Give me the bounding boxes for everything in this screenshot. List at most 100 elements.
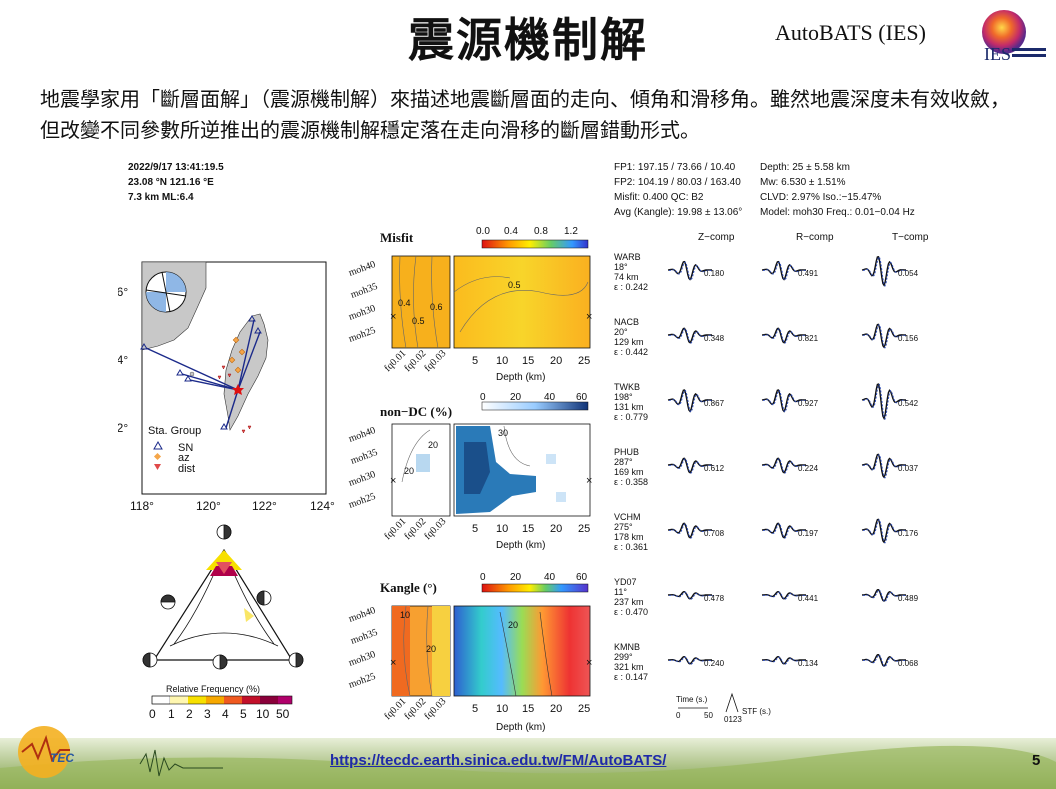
svg-text:5: 5 — [240, 707, 247, 720]
station-az: 18° — [614, 262, 628, 272]
station-e: ε : 0.147 — [614, 672, 648, 682]
svg-text:moh40: moh40 — [347, 425, 377, 445]
station-name: WARB — [614, 252, 641, 262]
station-az: 198° — [614, 392, 633, 402]
synthetic-waveform — [862, 383, 907, 421]
svg-text:×: × — [586, 311, 592, 323]
svg-text:0.0: 0.0 — [476, 226, 490, 237]
svg-text:Depth (km): Depth (km) — [496, 722, 545, 733]
svg-text:fq0.03: fq0.03 — [422, 696, 448, 722]
depth-ticks: 5 10 15 20 25 5 10 15 20 25 5 10 15 20 2… — [472, 355, 590, 715]
synthetic-waveform — [668, 656, 713, 665]
synthetic-waveform — [668, 523, 713, 539]
svg-text:fq0.01: fq0.01 — [382, 696, 408, 722]
svg-text:2: 2 — [186, 707, 193, 720]
page-number: 5 — [1032, 752, 1041, 769]
colorbar-title: Relative Frequency (%) — [166, 684, 260, 694]
svg-text:120°: 120° — [196, 499, 221, 513]
svg-text:moh35: moh35 — [349, 447, 379, 467]
observed-waveform — [667, 522, 712, 539]
svg-text:10: 10 — [496, 523, 508, 535]
variance-reduction: 0.176 — [898, 529, 919, 538]
svg-text:SN: SN — [178, 442, 193, 454]
station-e: ε : 0.242 — [614, 282, 648, 292]
svg-text:122°: 122° — [252, 499, 277, 513]
station-az: 287° — [614, 457, 633, 467]
observed-waveform — [667, 655, 712, 665]
variance-reduction: 0.224 — [798, 464, 819, 473]
svg-text:40: 40 — [544, 572, 556, 583]
svg-text:15: 15 — [522, 523, 534, 535]
station-name: TWKB — [614, 382, 640, 392]
svg-text:moh25: moh25 — [347, 325, 377, 345]
variance-reduction: 0.054 — [898, 269, 919, 278]
svg-text:fq0.01: fq0.01 — [382, 348, 408, 374]
svg-text:20: 20 — [510, 392, 522, 403]
svg-text:az: az — [178, 452, 190, 464]
svg-text:moh35: moh35 — [349, 627, 379, 647]
logo-text: IES — [984, 44, 1011, 64]
colorbar-ticks: 0 1 2 3 4 5 10 50 — [149, 707, 290, 720]
station-az: 299° — [614, 652, 633, 662]
misfit-qc: Misfit: 0.400 QC: B2 — [614, 192, 704, 203]
svg-text:5: 5 — [472, 703, 478, 715]
svg-text:moh25: moh25 — [347, 671, 377, 691]
synthetic-waveform — [668, 591, 713, 600]
svg-text:118°: 118° — [130, 499, 154, 513]
tec-logo: TEC — [18, 726, 74, 778]
svg-text:0.4: 0.4 — [504, 226, 518, 237]
event-info: 2022/9/17 13:41:19.5 23.08 °N 121.16 °E … — [128, 160, 224, 205]
station-e: ε : 0.442 — [614, 347, 648, 357]
svg-text:20: 20 — [510, 572, 522, 583]
nondc-panel-title: non−DC (%) — [380, 404, 452, 419]
station-e: ε : 0.470 — [614, 607, 648, 617]
svg-text:STF (s.): STF (s.) — [742, 707, 771, 716]
time-scale: Time (s.) 0 50 STF (s.) 0123 — [676, 692, 771, 724]
svg-text:24°: 24° — [118, 353, 128, 367]
svg-text:20: 20 — [508, 620, 518, 630]
brand-name: AutoBATS (IES) — [775, 20, 926, 45]
svg-text:60: 60 — [576, 572, 588, 583]
svg-text:×: × — [390, 475, 396, 487]
svg-text:60: 60 — [576, 392, 588, 403]
synthetic-waveform — [862, 454, 907, 479]
svg-text:moh30: moh30 — [347, 469, 377, 489]
svg-text:10: 10 — [400, 610, 410, 620]
footer-banner — [0, 738, 1056, 789]
svg-text:Z−comp: Z−comp — [698, 232, 735, 243]
svg-text:Sta. Group: Sta. Group — [148, 425, 201, 437]
synthetic-waveform — [762, 591, 807, 600]
svg-text:50: 50 — [276, 707, 290, 720]
nondc-cbar-ticks: 0 20 40 60 — [480, 392, 588, 403]
station-dist: 237 km — [614, 597, 644, 607]
variance-reduction: 0.441 — [798, 594, 819, 603]
observed-waveform — [861, 255, 906, 287]
autobats-link[interactable]: https://tecdc.earth.sinica.edu.tw/FM/Aut… — [330, 752, 667, 769]
station-name: KMNB — [614, 642, 640, 652]
station-e: ε : 0.361 — [614, 542, 648, 552]
observed-waveform — [761, 522, 806, 539]
tec-logo-text: TEC — [50, 751, 74, 765]
misfit-cbar-ticks: 0.0 0.4 0.8 1.2 — [476, 226, 578, 237]
event-location: 23.08 °N 121.16 °E — [128, 177, 214, 188]
svg-text:T−comp: T−comp — [892, 232, 929, 243]
svg-text:Time (s.): Time (s.) — [676, 695, 708, 704]
synthetic-waveform — [762, 390, 807, 413]
station-dist: 131 km — [614, 402, 644, 412]
svg-text:0.5: 0.5 — [508, 280, 521, 290]
event-datetime: 2022/9/17 13:41:19.5 — [128, 162, 224, 173]
variance-reduction: 0.037 — [898, 464, 919, 473]
variance-reduction: 0.542 — [898, 399, 919, 408]
kangle-cbar-ticks: 0 20 40 60 — [480, 572, 588, 583]
synthetic-waveform — [762, 261, 807, 281]
observed-waveform — [761, 590, 806, 600]
svg-text:10: 10 — [496, 703, 508, 715]
station-dist: 169 km — [614, 467, 644, 477]
variance-reduction: 0.348 — [704, 334, 725, 343]
model-labels: moh40 moh35 moh30 moh25 moh40 moh35 moh3… — [347, 259, 379, 691]
svg-text:20: 20 — [550, 523, 562, 535]
